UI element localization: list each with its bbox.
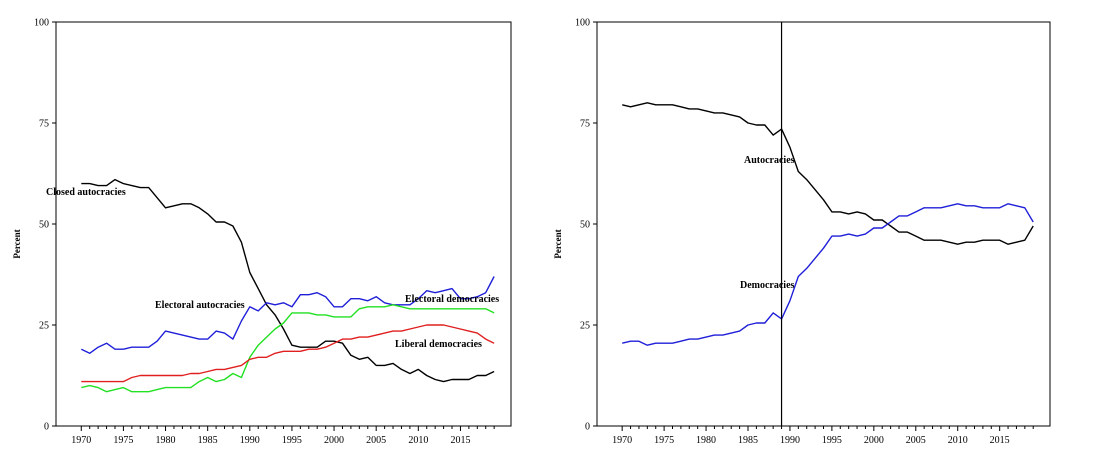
series-line-democracies [622, 203, 1034, 346]
right-x-tick-label: 1995 [822, 435, 842, 446]
series-line-liberal-democracies [81, 324, 495, 383]
right-y-ticks: 0 25 50 75 100 [575, 18, 597, 433]
left-y-tick-label: 50 [39, 220, 49, 231]
right-y-tick-label: 50 [580, 220, 590, 231]
right-x-tick-label: 2015 [990, 435, 1010, 446]
annotation-electoral-autocracies: Electoral autocracies [155, 300, 245, 311]
right-x-ticks: 1970 1975 1980 1985 1990 1995 2000 2005 2010 2015 [612, 426, 1034, 446]
right-y-tick-label: 75 [580, 119, 590, 130]
left-x-tick-label: 2000 [324, 435, 344, 446]
left-plot-frame [55, 21, 512, 427]
left-x-tick-label: 1990 [240, 435, 260, 446]
right-plot-area [596, 21, 1051, 427]
annotation-autocracies: Autocracies [744, 155, 795, 166]
left-x-tick-label: 1985 [198, 435, 218, 446]
left-y-tick-label: 75 [39, 119, 49, 130]
annotation-democracies: Democracies [740, 280, 795, 291]
series-line-closed-autocracies [81, 178, 495, 383]
right-y-tick-label: 100 [575, 18, 590, 29]
right-y-tick-label: 0 [585, 422, 590, 433]
right-x-tick-label: 1985 [738, 435, 758, 446]
left-x-tick-label: 2010 [408, 435, 428, 446]
left-x-tick-label: 1975 [113, 435, 133, 446]
left-y-tick-label: 25 [39, 321, 49, 332]
right-x-tick-label: 1975 [654, 435, 674, 446]
right-series-lines [622, 102, 1034, 346]
left-x-tick-label: 1970 [71, 435, 91, 446]
right-plot-frame [596, 21, 1051, 427]
annotation-electoral-democracies: Electoral democracies [405, 294, 499, 305]
left-y-tick-label: 100 [34, 18, 49, 29]
series-line-electoral-democracies [81, 304, 495, 393]
annotation-liberal-democracies: Liberal democracies [395, 339, 482, 350]
right-y-tick-label: 25 [580, 321, 590, 332]
series-line-electoral-autocracies [80, 276, 495, 354]
left-x-ticks: 1970 1975 1980 1985 1990 1995 2000 2005 2010 2015 [71, 426, 495, 446]
series-line-autocracies [622, 102, 1034, 245]
left-y-axis-title: Percent [12, 229, 22, 258]
left-plot-area [55, 21, 512, 427]
left-series-lines [80, 178, 495, 393]
left-x-tick-label: 1980 [156, 435, 176, 446]
right-x-tick-label: 2000 [864, 435, 884, 446]
right-y-axis-title: Percent [553, 229, 563, 258]
left-x-tick-label: 2015 [450, 435, 470, 446]
left-x-tick-label: 1995 [282, 435, 302, 446]
right-x-tick-label: 1970 [612, 435, 632, 446]
right-x-tick-label: 2005 [906, 435, 926, 446]
right-x-tick-label: 1980 [696, 435, 716, 446]
annotation-closed-autocracies: Closed autocracies [46, 187, 126, 198]
left-x-tick-label: 2005 [366, 435, 386, 446]
left-y-ticks: 0 25 50 75 100 [34, 18, 56, 433]
left-y-tick-label: 0 [44, 422, 49, 433]
right-x-tick-label: 1990 [780, 435, 800, 446]
right-x-tick-label: 2010 [948, 435, 968, 446]
